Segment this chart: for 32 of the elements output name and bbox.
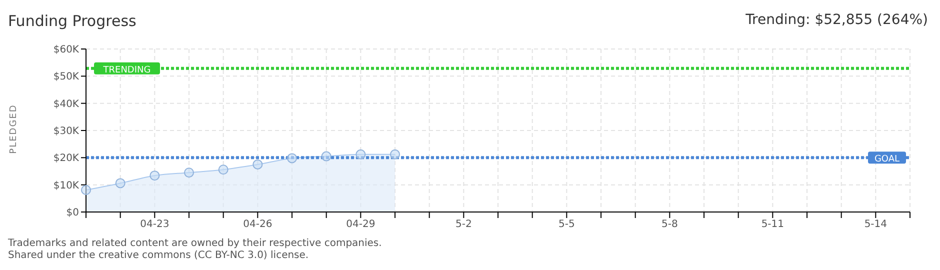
point xyxy=(287,153,297,164)
point xyxy=(252,159,263,170)
point xyxy=(81,184,91,195)
chart-title: Funding Progress xyxy=(8,12,136,30)
text: Trademarks and related content are owned by their respective companies. xyxy=(8,238,382,250)
x-tick-label: 5-14 xyxy=(864,219,888,230)
point xyxy=(356,149,366,160)
y-tick-label: $50K xyxy=(53,72,80,83)
point xyxy=(150,170,160,181)
y-tick-label: $0 xyxy=(66,208,79,219)
x-tick-label: 5-5 xyxy=(558,219,575,230)
point xyxy=(390,149,400,160)
y-tick-label: $40K xyxy=(53,98,80,110)
y-tick-label: $20K xyxy=(53,153,80,164)
x-tick-label: 04-26 xyxy=(243,219,272,230)
point xyxy=(184,168,194,178)
y-tick-label: $10K xyxy=(53,180,80,192)
y-axis-title: PLEDGED xyxy=(9,104,19,154)
text: Trending: $52,855 (264%) xyxy=(746,12,928,28)
y-tick-label: $30K xyxy=(53,126,80,138)
ref-line-label: TRENDING xyxy=(102,65,151,76)
ref-line-label: GOAL xyxy=(874,154,900,165)
point xyxy=(321,151,332,162)
x-tick-label: 04-23 xyxy=(140,219,170,230)
y-tick-label: $60K xyxy=(53,44,80,56)
x-tick-label: 5-2 xyxy=(455,219,472,230)
point xyxy=(115,178,126,188)
x-tick-label: 04-29 xyxy=(346,219,376,230)
text: Shared under the creative commons (CC BY-NC 3.0) license. xyxy=(8,250,310,262)
x-tick-label: 5-11 xyxy=(761,219,784,230)
x-tick-label: 5-8 xyxy=(661,219,678,230)
point xyxy=(218,164,228,175)
